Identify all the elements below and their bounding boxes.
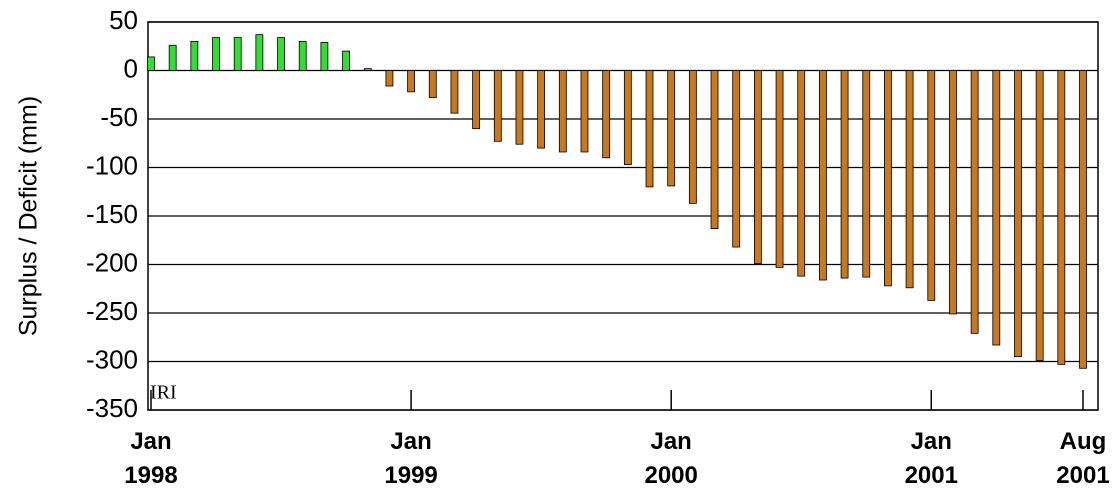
bar [970,70,979,334]
x-tick-label: Jan 1998 [124,428,178,489]
bar [233,37,242,71]
bar [667,70,676,187]
annotation: IRI [150,382,177,404]
bar [428,70,437,99]
bar [558,70,567,153]
bar [732,70,741,248]
x-tick-label: Jan 2000 [644,428,698,489]
y-tick-label: 50 [109,5,138,35]
bar [537,70,546,149]
bar [623,70,632,165]
bar [342,50,350,71]
bar [515,70,524,145]
bar [688,70,697,204]
plot-frame [147,21,1099,411]
bar [645,70,654,188]
bar [298,41,307,71]
bar [190,41,199,71]
y-tick-label: -300 [86,344,138,374]
bar [168,44,177,71]
y-tick-label: -100 [86,150,138,180]
bar [385,70,394,87]
bar [840,70,849,279]
bar [277,37,285,71]
x-tick-label: Aug 2001 [1056,428,1110,489]
bar [1035,70,1044,361]
bar [602,70,611,159]
y-axis-label: Surplus / Deficit (mm) [15,96,43,336]
x-tick-label: Jan 2001 [904,428,958,489]
bar [775,70,784,268]
bar [927,70,936,301]
bar [407,70,415,93]
y-tick-label: -250 [86,296,138,326]
bar [1014,70,1022,358]
bar [949,70,957,315]
y-tick-label: -50 [100,102,138,132]
bar [147,56,155,71]
y-tick-label: -150 [86,199,138,229]
bar [710,70,719,230]
bar [905,70,914,289]
bar [862,70,871,278]
bar [1057,70,1066,365]
x-tick-label: Jan 1999 [384,428,438,489]
bar [472,70,481,130]
bar [1079,70,1087,369]
y-tick-label: -350 [86,393,138,423]
y-tick-label: -200 [86,247,138,277]
bar [363,68,372,71]
bar [753,70,762,264]
bar [580,70,589,153]
bar [992,70,1001,346]
bar [212,37,220,71]
bar [884,70,892,287]
bar [450,70,459,114]
y-tick-label: 0 [124,53,138,83]
bar [819,70,827,281]
bar [493,70,502,142]
bar [797,70,806,277]
bar [320,41,329,71]
bar [255,34,264,71]
